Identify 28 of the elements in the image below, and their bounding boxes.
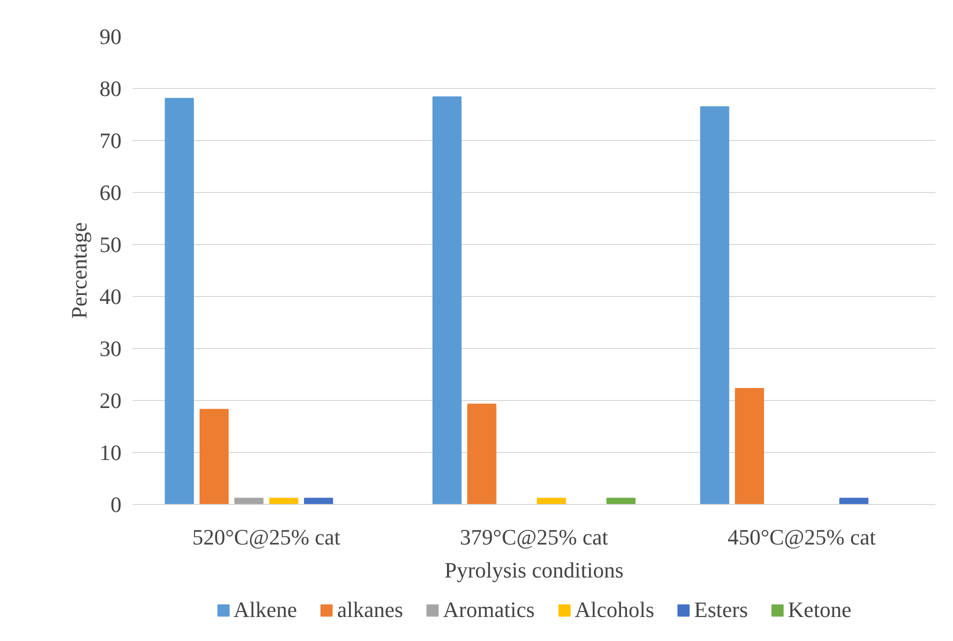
y-tick-label: 80 bbox=[100, 76, 122, 101]
bar bbox=[200, 408, 229, 504]
x-tick-label: 379°C@25% cat bbox=[460, 524, 608, 550]
bar bbox=[164, 98, 194, 504]
y-tick-label: 40 bbox=[100, 284, 122, 309]
y-tick-label: 90 bbox=[100, 24, 122, 49]
y-tick-label: 70 bbox=[100, 128, 122, 153]
x-axis-title: Pyrolysis conditions bbox=[444, 558, 624, 582]
y-tick-label: 0 bbox=[110, 492, 122, 517]
legend-label: Esters bbox=[694, 597, 748, 623]
legend-label: Aromatics bbox=[443, 597, 535, 623]
legend-label: Alcohols bbox=[574, 597, 654, 623]
x-tick-label: 450°C@25% cat bbox=[728, 524, 876, 550]
y-axis-title: Percentage bbox=[66, 222, 92, 319]
y-tick-label: 20 bbox=[100, 388, 122, 413]
bar bbox=[734, 388, 764, 504]
y-tick-label: 50 bbox=[100, 232, 122, 257]
bar bbox=[467, 404, 496, 504]
x-tick-label: 520°C@25% cat bbox=[192, 524, 340, 550]
bar bbox=[432, 96, 462, 504]
y-tick-label: 10 bbox=[100, 440, 122, 465]
legend-label: Alkene bbox=[234, 597, 298, 623]
bar bbox=[269, 498, 298, 504]
bar bbox=[700, 106, 730, 504]
y-tick-label: 60 bbox=[100, 180, 122, 205]
legend-label: alkanes bbox=[337, 597, 404, 623]
legend-label: Ketone bbox=[788, 597, 852, 623]
y-tick-label: 30 bbox=[100, 336, 122, 361]
